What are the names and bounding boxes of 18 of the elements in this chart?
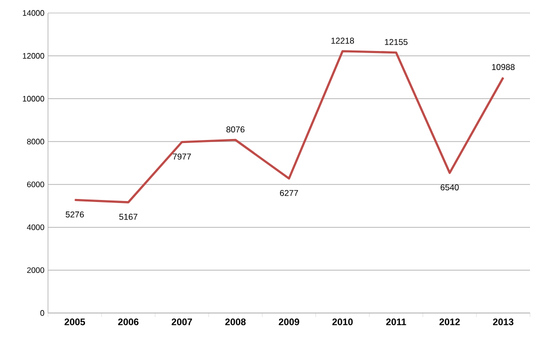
x-tick-label: 2005 [64, 318, 86, 326]
data-label: 8076 [226, 126, 244, 132]
x-tick-label: 2011 [386, 318, 406, 326]
x-tick-label: 2010 [332, 318, 353, 326]
data-label: 6277 [280, 190, 298, 196]
data-label: 6540 [440, 184, 459, 190]
x-tick-label: 2008 [225, 318, 246, 326]
x-tick-label: 2006 [118, 318, 139, 326]
data-label: 12218 [331, 38, 354, 44]
data-label: 7977 [172, 154, 191, 160]
x-tick-label: 2009 [278, 318, 300, 326]
data-label: 5276 [66, 211, 84, 218]
x-tick-label: 2007 [172, 318, 192, 326]
data-label: 10988 [492, 64, 515, 70]
data-label: 12155 [384, 39, 408, 46]
x-tick-label: 2013 [493, 318, 514, 326]
x-tick-label: 2012 [439, 318, 460, 326]
data-label: 5167 [119, 214, 138, 220]
